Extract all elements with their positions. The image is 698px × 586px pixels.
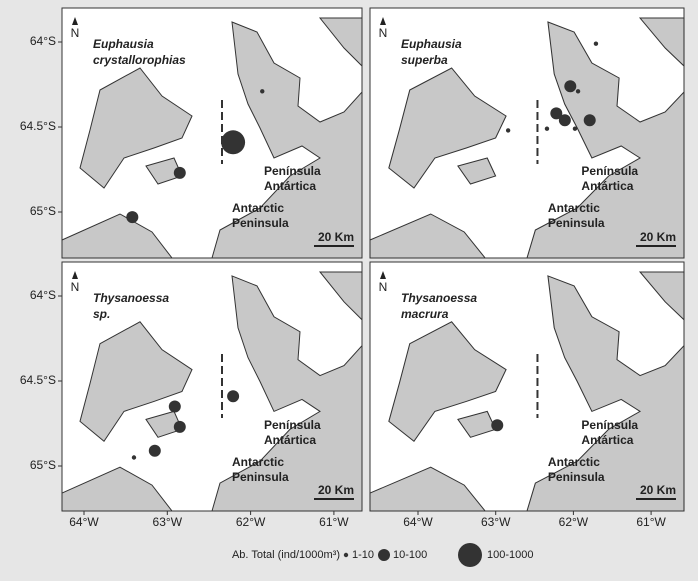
station (173, 166, 186, 179)
lat-tick-label: 64.5°S (20, 373, 56, 387)
place-label: Antártica (581, 433, 633, 447)
species-name: macrura (401, 307, 449, 321)
legend-title: Ab. Total (ind/1000m³) (232, 549, 340, 561)
species-name: Euphausia (93, 37, 154, 51)
place-label: Antártica (264, 179, 316, 193)
panel-frame (369, 7, 685, 259)
legend-label: 10-100 (393, 549, 427, 561)
lon-tick-label: 64°W (403, 515, 433, 529)
north-arrow (72, 271, 78, 279)
lat-tick-label: 65°S (30, 458, 56, 472)
station (221, 130, 246, 155)
panel-frame (61, 7, 363, 259)
species-name: crystallorophias (93, 53, 186, 67)
legend-label: 1-10 (352, 549, 374, 561)
place-label: Antártica (581, 179, 633, 193)
station (544, 126, 550, 131)
station (227, 390, 240, 403)
species-name: superba (401, 53, 448, 67)
lat-tick-label: 65°S (30, 204, 56, 218)
lon-tick-label: 62°W (559, 515, 589, 529)
station (505, 128, 511, 133)
place-label: Peninsula (548, 470, 605, 484)
scale-bar-label: 20 Km (318, 483, 354, 497)
north-arrow (72, 17, 78, 25)
place-label: Península (581, 164, 638, 178)
station (168, 400, 181, 413)
lon-tick-label: 63°W (153, 515, 183, 529)
station (575, 89, 581, 94)
station (131, 455, 137, 460)
species-name: Thysanoessa (93, 291, 169, 305)
place-label: Peninsula (232, 470, 289, 484)
north-label: N (379, 26, 388, 40)
legend-symbol (378, 549, 390, 561)
place-label: Península (581, 418, 638, 432)
station (148, 444, 161, 457)
place-label: Antarctic (548, 455, 600, 469)
north-label: N (71, 280, 80, 294)
lon-tick-label: 61°W (636, 515, 666, 529)
legend-label: 100-1000 (487, 549, 534, 561)
place-label: Peninsula (548, 216, 605, 230)
place-label: Peninsula (232, 216, 289, 230)
lon-tick-label: 62°W (236, 515, 266, 529)
species-name: Thysanoessa (401, 291, 477, 305)
station (558, 114, 571, 127)
panel-frame (61, 261, 363, 512)
station (126, 211, 139, 224)
legend-symbol (343, 552, 349, 558)
station (564, 80, 577, 93)
scale-bar-label: 20 Km (640, 483, 676, 497)
place-label: Antarctic (232, 455, 284, 469)
species-name: sp. (93, 307, 110, 321)
legend-symbol (458, 543, 482, 567)
panel-frame (369, 261, 685, 512)
scale-bar-label: 20 Km (640, 230, 676, 244)
north-arrow (380, 17, 386, 25)
lat-tick-label: 64°S (30, 34, 56, 48)
station (572, 126, 578, 131)
station (550, 107, 563, 120)
north-arrow (380, 271, 386, 279)
lat-tick-label: 64°S (30, 288, 56, 302)
place-label: Antarctic (548, 201, 600, 215)
station (173, 420, 186, 433)
north-label: N (379, 280, 388, 294)
map-panel: N Euphausia crystallorophias PenínsulaAntár… (61, 7, 363, 259)
lat-tick-label: 64.5°S (20, 119, 56, 133)
place-label: Península (264, 418, 321, 432)
station (491, 419, 504, 432)
station (260, 89, 265, 94)
place-label: Antarctic (232, 201, 284, 215)
lon-tick-label: 63°W (481, 515, 511, 529)
station (593, 41, 599, 46)
north-label: N (71, 26, 80, 40)
scale-bar-label: 20 Km (318, 230, 354, 244)
station (583, 114, 596, 127)
lon-tick-label: 61°W (319, 515, 349, 529)
species-name: Euphausia (401, 37, 462, 51)
lon-tick-label: 64°W (69, 515, 99, 529)
place-label: Antártica (264, 433, 316, 447)
place-label: Península (264, 164, 321, 178)
